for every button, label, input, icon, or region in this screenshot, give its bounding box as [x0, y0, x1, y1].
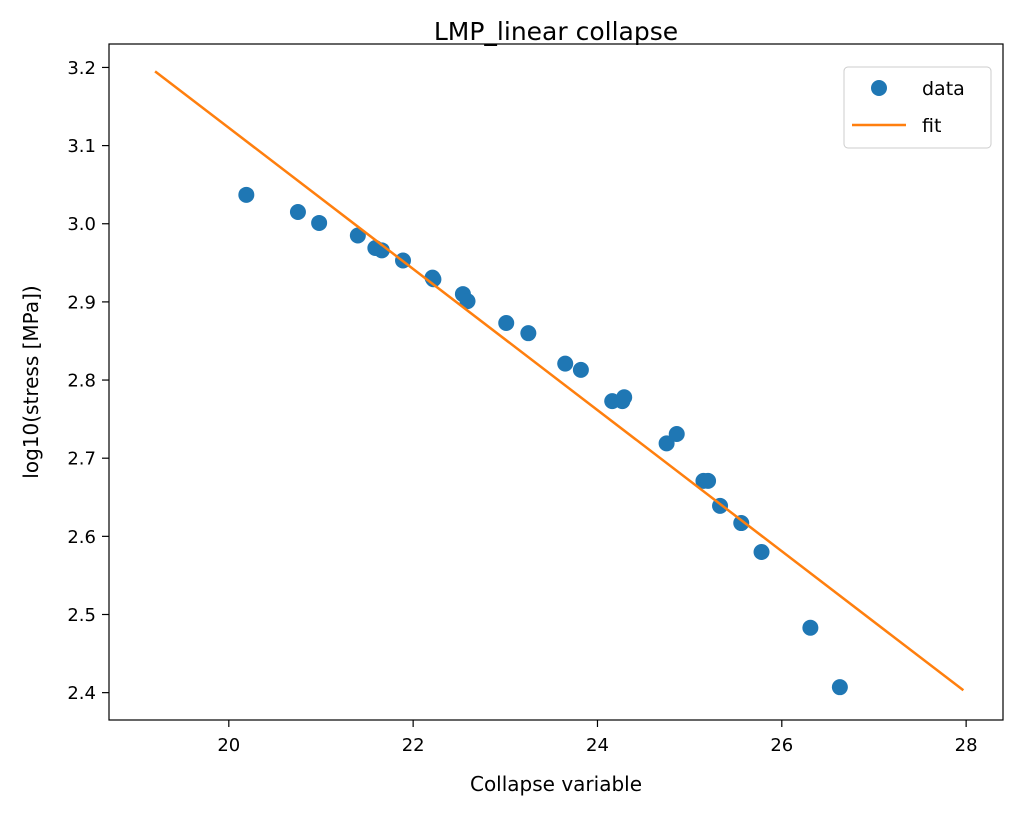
data-point — [753, 543, 770, 560]
legend: data fit — [843, 66, 992, 149]
legend-box — [843, 66, 992, 149]
chart-title: LMP_linear collapse — [434, 17, 678, 46]
x-tick-label: 28 — [955, 735, 978, 756]
data-point — [572, 361, 589, 378]
y-tick-label: 2.4 — [67, 683, 96, 704]
data-point — [557, 355, 574, 372]
y-tick-label: 3.0 — [67, 214, 96, 235]
data-point — [373, 242, 390, 259]
data-series — [238, 186, 848, 696]
fit-line — [154, 70, 965, 692]
y-tick-label: 3.1 — [67, 136, 96, 157]
y-tick-label: 2.5 — [67, 605, 96, 626]
data-point — [700, 472, 717, 489]
data-point — [668, 425, 685, 442]
data-point — [658, 435, 675, 452]
legend-label-fit: fit — [922, 115, 941, 137]
data-point — [616, 389, 633, 406]
data-point — [289, 204, 306, 221]
data-point — [831, 679, 848, 696]
y-axis-label: log10(stress [MPa]) — [19, 285, 43, 478]
x-tick-label: 24 — [586, 735, 609, 756]
y-tick-label: 2.7 — [67, 449, 96, 470]
y-tick-label: 3.2 — [67, 58, 96, 79]
data-point — [520, 325, 537, 342]
x-tick-label: 20 — [217, 735, 240, 756]
x-axis-label: Collapse variable — [470, 772, 642, 796]
x-tick-label: 26 — [770, 735, 793, 756]
axes-frame — [108, 43, 1004, 721]
data-point — [349, 227, 366, 244]
y-tick-label: 2.6 — [67, 527, 96, 548]
data-point — [733, 515, 750, 532]
data-point — [311, 214, 328, 231]
data-point — [802, 619, 819, 636]
data-point — [459, 293, 476, 310]
x-tick-label: 22 — [402, 735, 425, 756]
plot-area — [154, 70, 965, 696]
data-point — [498, 315, 515, 331]
data-point — [238, 186, 255, 203]
x-axis: 20 22 24 26 28 — [217, 720, 978, 756]
legend-label-data: data — [922, 78, 965, 100]
data-point — [425, 271, 442, 288]
y-tick-label: 2.9 — [67, 292, 96, 313]
legend-data-marker — [871, 80, 887, 96]
y-axis: 2.4 2.5 2.6 2.7 2.8 2.9 3.0 3.1 3.2 — [67, 58, 109, 704]
y-tick-label: 2.8 — [67, 371, 96, 392]
